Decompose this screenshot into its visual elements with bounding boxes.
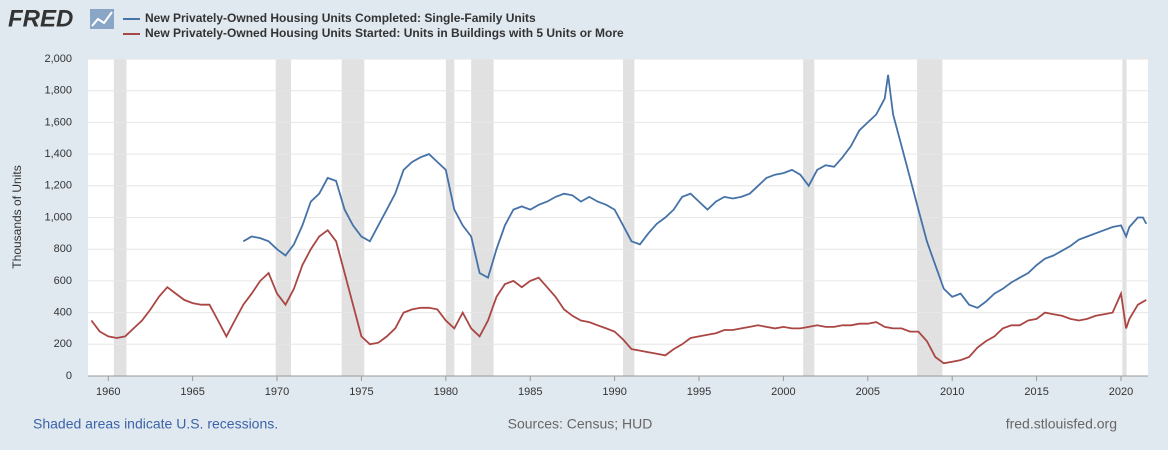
logo-icon [90, 9, 114, 29]
x-tick-label: 1960 [96, 386, 120, 398]
y-tick-label: 800 [54, 243, 72, 255]
y-tick-label: 1,800 [44, 85, 72, 97]
x-tick-label: 1965 [180, 386, 204, 398]
x-tick-label: 1970 [265, 386, 289, 398]
series-line [90, 228, 1147, 365]
recession-note[interactable]: Shaded areas indicate U.S. recessions. [33, 416, 278, 432]
x-tick-label: 1985 [518, 386, 542, 398]
x-tick-label: 2015 [1024, 386, 1048, 398]
x-tick-label: 1995 [687, 386, 711, 398]
x-tick-label: 2010 [940, 386, 964, 398]
x-tick-label: 1990 [602, 386, 626, 398]
legend-label: New Privately-Owned Housing Units Comple… [145, 11, 536, 25]
logo[interactable]: FRED [8, 5, 73, 32]
logo-icon-line [91, 11, 113, 27]
y-tick-label: 200 [54, 338, 72, 350]
y-tick-label: 400 [54, 307, 72, 319]
y-tick-label: 2,000 [44, 53, 72, 65]
sources: Sources: Census; HUD [508, 416, 653, 432]
x-tick-label: 2000 [771, 386, 795, 398]
legend-label: New Privately-Owned Housing Units Starte… [145, 26, 624, 40]
x-tick-label: 1975 [349, 386, 373, 398]
y-tick-label: 1,200 [44, 180, 72, 192]
x-tick-label: 1980 [434, 386, 458, 398]
y-tick-label: 1,600 [44, 116, 72, 128]
y-tick-label: 1,000 [44, 211, 72, 223]
x-tick-label: 2020 [1109, 386, 1133, 398]
site-url[interactable]: fred.stlouisfed.org [1006, 416, 1117, 432]
series-line [242, 74, 1148, 309]
x-tick-label: 2005 [856, 386, 880, 398]
y-tick-label: 600 [54, 275, 72, 287]
y-axis-label: Thousands of Units [10, 165, 24, 268]
y-tick-label: 0 [66, 370, 72, 382]
y-tick-label: 1,400 [44, 148, 72, 160]
